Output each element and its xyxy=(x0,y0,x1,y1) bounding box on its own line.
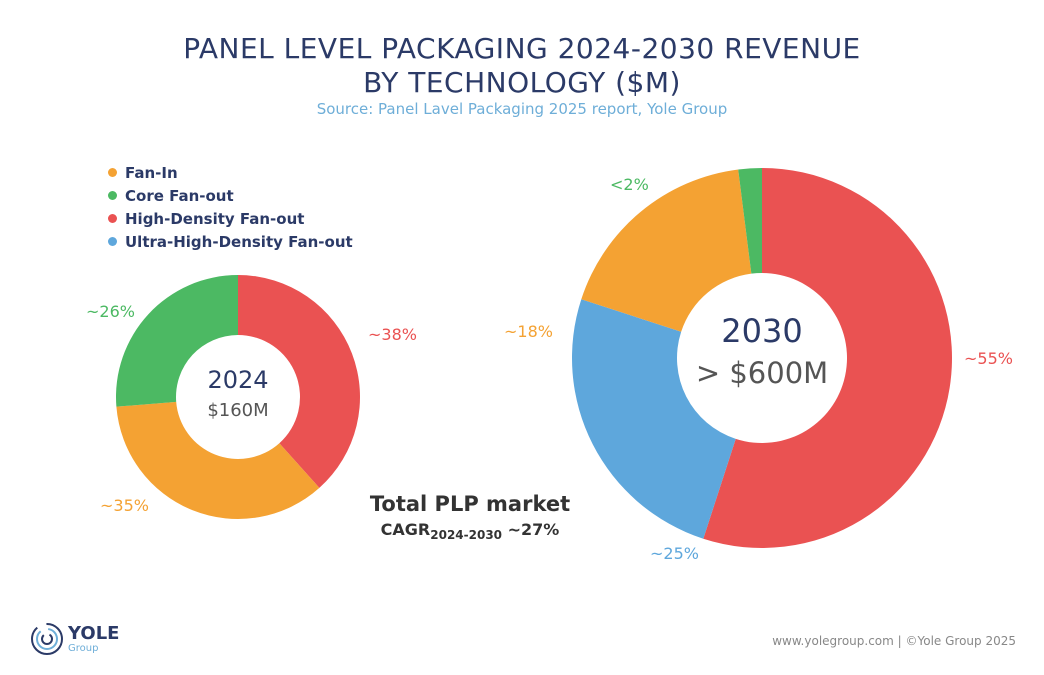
label-2030-core: <2% xyxy=(610,175,649,194)
cagr-period: 2024-2030 xyxy=(430,528,503,543)
donut-slice-2030-core-fan-out xyxy=(738,168,762,274)
legend-item: High-Density Fan-out xyxy=(108,207,353,230)
donut-slice-2030-fan-in xyxy=(581,169,752,332)
legend-label: Fan-In xyxy=(125,163,178,182)
legend-dot xyxy=(108,237,117,246)
legend-dot xyxy=(108,168,117,177)
footer: www.yolegroup.com | ©Yole Group 2025 xyxy=(772,634,1016,648)
center-value: > $600M xyxy=(695,356,829,390)
legend-dot xyxy=(108,191,117,200)
total-market: Total PLP market CAGR2024-2030 ~27% xyxy=(340,492,600,542)
label-2030-uhd: ~25% xyxy=(650,544,699,563)
donut-slice-2024-core-fan-out xyxy=(116,275,238,407)
label-2024-fanin: ~35% xyxy=(100,496,149,515)
title-line-2: BY TECHNOLOGY ($M) xyxy=(363,66,681,99)
title-line-1: PANEL LEVEL PACKAGING 2024-2030 REVENUE xyxy=(183,32,861,65)
center-year: 2030 xyxy=(721,312,803,350)
logo-text: YOLE xyxy=(68,622,120,644)
logo-swirl-icon xyxy=(31,623,63,655)
yole-logo: YOLE Group xyxy=(30,622,119,656)
legend-label: Ultra-High-Density Fan-out xyxy=(125,232,353,251)
cagr: CAGR2024-2030 ~27% xyxy=(340,520,600,542)
legend-item: Fan-In xyxy=(108,161,353,184)
total-title: Total PLP market xyxy=(369,492,571,516)
donut-slice-2030-ultra-high-density-fan-out xyxy=(572,299,736,539)
label-2030-fanin: ~18% xyxy=(504,322,553,341)
center-2030: 2030 > $600M xyxy=(662,312,862,390)
legend: Fan-In Core Fan-out High-Density Fan-out… xyxy=(108,161,353,253)
logo-subtext: Group xyxy=(68,642,99,654)
center-year: 2024 xyxy=(207,366,269,394)
label-2030-hd: ~55% xyxy=(964,349,1013,368)
legend-dot xyxy=(108,214,117,223)
label-2024-hd: ~38% xyxy=(368,325,417,344)
donut-slice-2024-high-density-fan-out xyxy=(238,275,360,488)
center-2024: 2024 $160M xyxy=(178,366,298,421)
chart-source: Source: Panel Lavel Packaging 2025 repor… xyxy=(316,100,728,118)
legend-label: Core Fan-out xyxy=(125,186,234,205)
legend-item: Core Fan-out xyxy=(108,184,353,207)
chart-title: PANEL LEVEL PACKAGING 2024-2030 REVENUE … xyxy=(0,32,1044,100)
cagr-value: ~27% xyxy=(507,520,560,539)
cagr-label: CAGR xyxy=(380,520,431,539)
donut-slice-2024-fan-in xyxy=(116,401,320,519)
donut-slice-2030-high-density-fan-out xyxy=(703,168,952,548)
legend-label: High-Density Fan-out xyxy=(125,209,305,228)
legend-item: Ultra-High-Density Fan-out xyxy=(108,230,353,253)
center-value: $160M xyxy=(207,400,269,421)
label-2024-core: ~26% xyxy=(86,302,135,321)
